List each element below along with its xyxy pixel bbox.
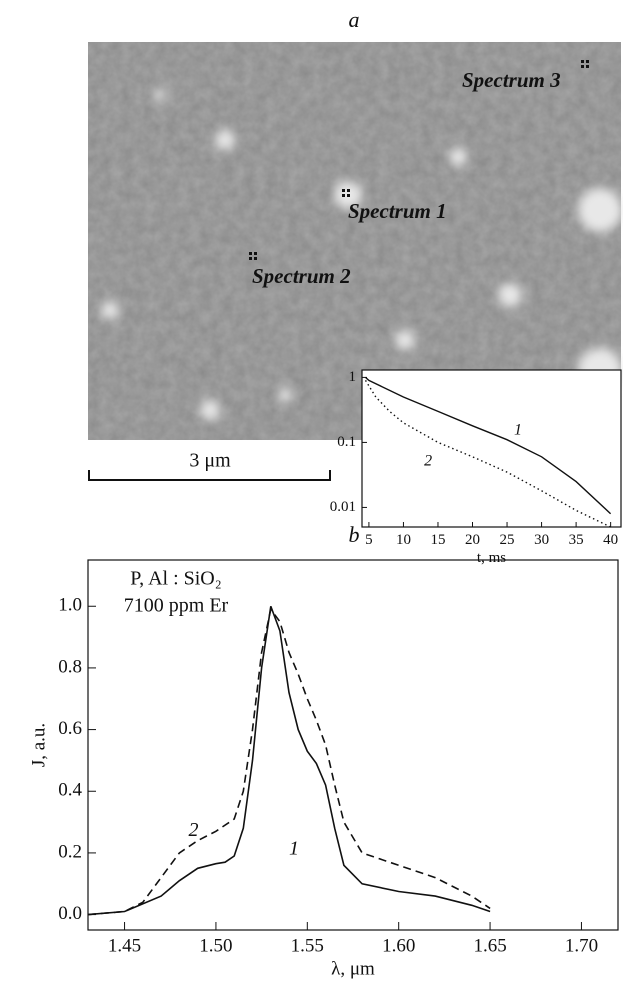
x-tick-label: 1.60: [382, 935, 415, 956]
y-tick-label: 0.6: [58, 718, 82, 739]
x-tick-label: 5: [365, 532, 373, 548]
spot-label: Spectrum 1: [348, 199, 447, 223]
series-line: [87, 607, 491, 916]
y-tick-label: 1: [349, 369, 357, 385]
scale-bar-label: 3 μm: [189, 450, 231, 472]
plot-frame: [87, 559, 619, 931]
x-tick-label: 35: [569, 532, 584, 548]
scale-bar: [88, 470, 331, 481]
y-tick-label: 0.8: [58, 656, 82, 677]
x-axis-label: λ, μm: [331, 958, 375, 979]
x-axis-label: t, ms: [477, 550, 506, 566]
y-tick-label: 0.1: [337, 434, 356, 450]
annotation: P, Al : SiO₂: [130, 568, 221, 590]
x-tick-label: 15: [430, 532, 445, 548]
series-line: [87, 606, 491, 916]
x-tick-label: 1.65: [473, 935, 506, 956]
y-tick-label: 0.0: [58, 903, 82, 924]
x-tick-label: 20: [465, 532, 480, 548]
x-tick-label: 40: [603, 532, 618, 548]
x-tick-label: 30: [534, 532, 549, 548]
spot-label: Spectrum 2: [252, 264, 351, 288]
x-tick-label: 25: [500, 532, 515, 548]
x-tick-label: 1.55: [291, 935, 324, 956]
y-tick-label: 1.0: [58, 595, 82, 616]
sem-image: [88, 42, 622, 440]
x-tick-label: 1.70: [565, 935, 598, 956]
panel-label: a: [349, 7, 360, 32]
y-tick-label: 0.01: [330, 499, 356, 515]
series-label: 2: [189, 819, 199, 841]
x-tick-label: 1.45: [108, 935, 141, 956]
series-label: 1: [289, 837, 299, 859]
x-tick-label: 1.50: [199, 935, 232, 956]
y-axis-label: J, a.u.: [28, 723, 49, 767]
y-tick-label: 0.2: [58, 841, 82, 862]
x-tick-label: 10: [396, 532, 411, 548]
series-label: 2: [424, 453, 432, 470]
annotation: 7100 ppm Er: [124, 595, 229, 617]
y-tick-label: 0.4: [58, 780, 82, 801]
plot-frame: [361, 369, 622, 528]
series-line: [365, 376, 612, 515]
panel-label: b: [349, 522, 360, 547]
series-label: 1: [514, 422, 522, 439]
spot-label: Spectrum 3: [462, 68, 561, 92]
